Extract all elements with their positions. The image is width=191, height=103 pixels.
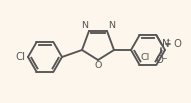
Text: +: + [165, 38, 171, 43]
Text: −: − [162, 56, 167, 62]
Text: O: O [173, 39, 181, 49]
Text: O: O [94, 61, 102, 70]
Text: N: N [163, 39, 170, 49]
Text: N: N [81, 21, 88, 30]
Text: O: O [155, 55, 163, 65]
Text: Cl: Cl [141, 53, 150, 62]
Text: Cl: Cl [15, 52, 25, 62]
Text: N: N [108, 21, 115, 30]
